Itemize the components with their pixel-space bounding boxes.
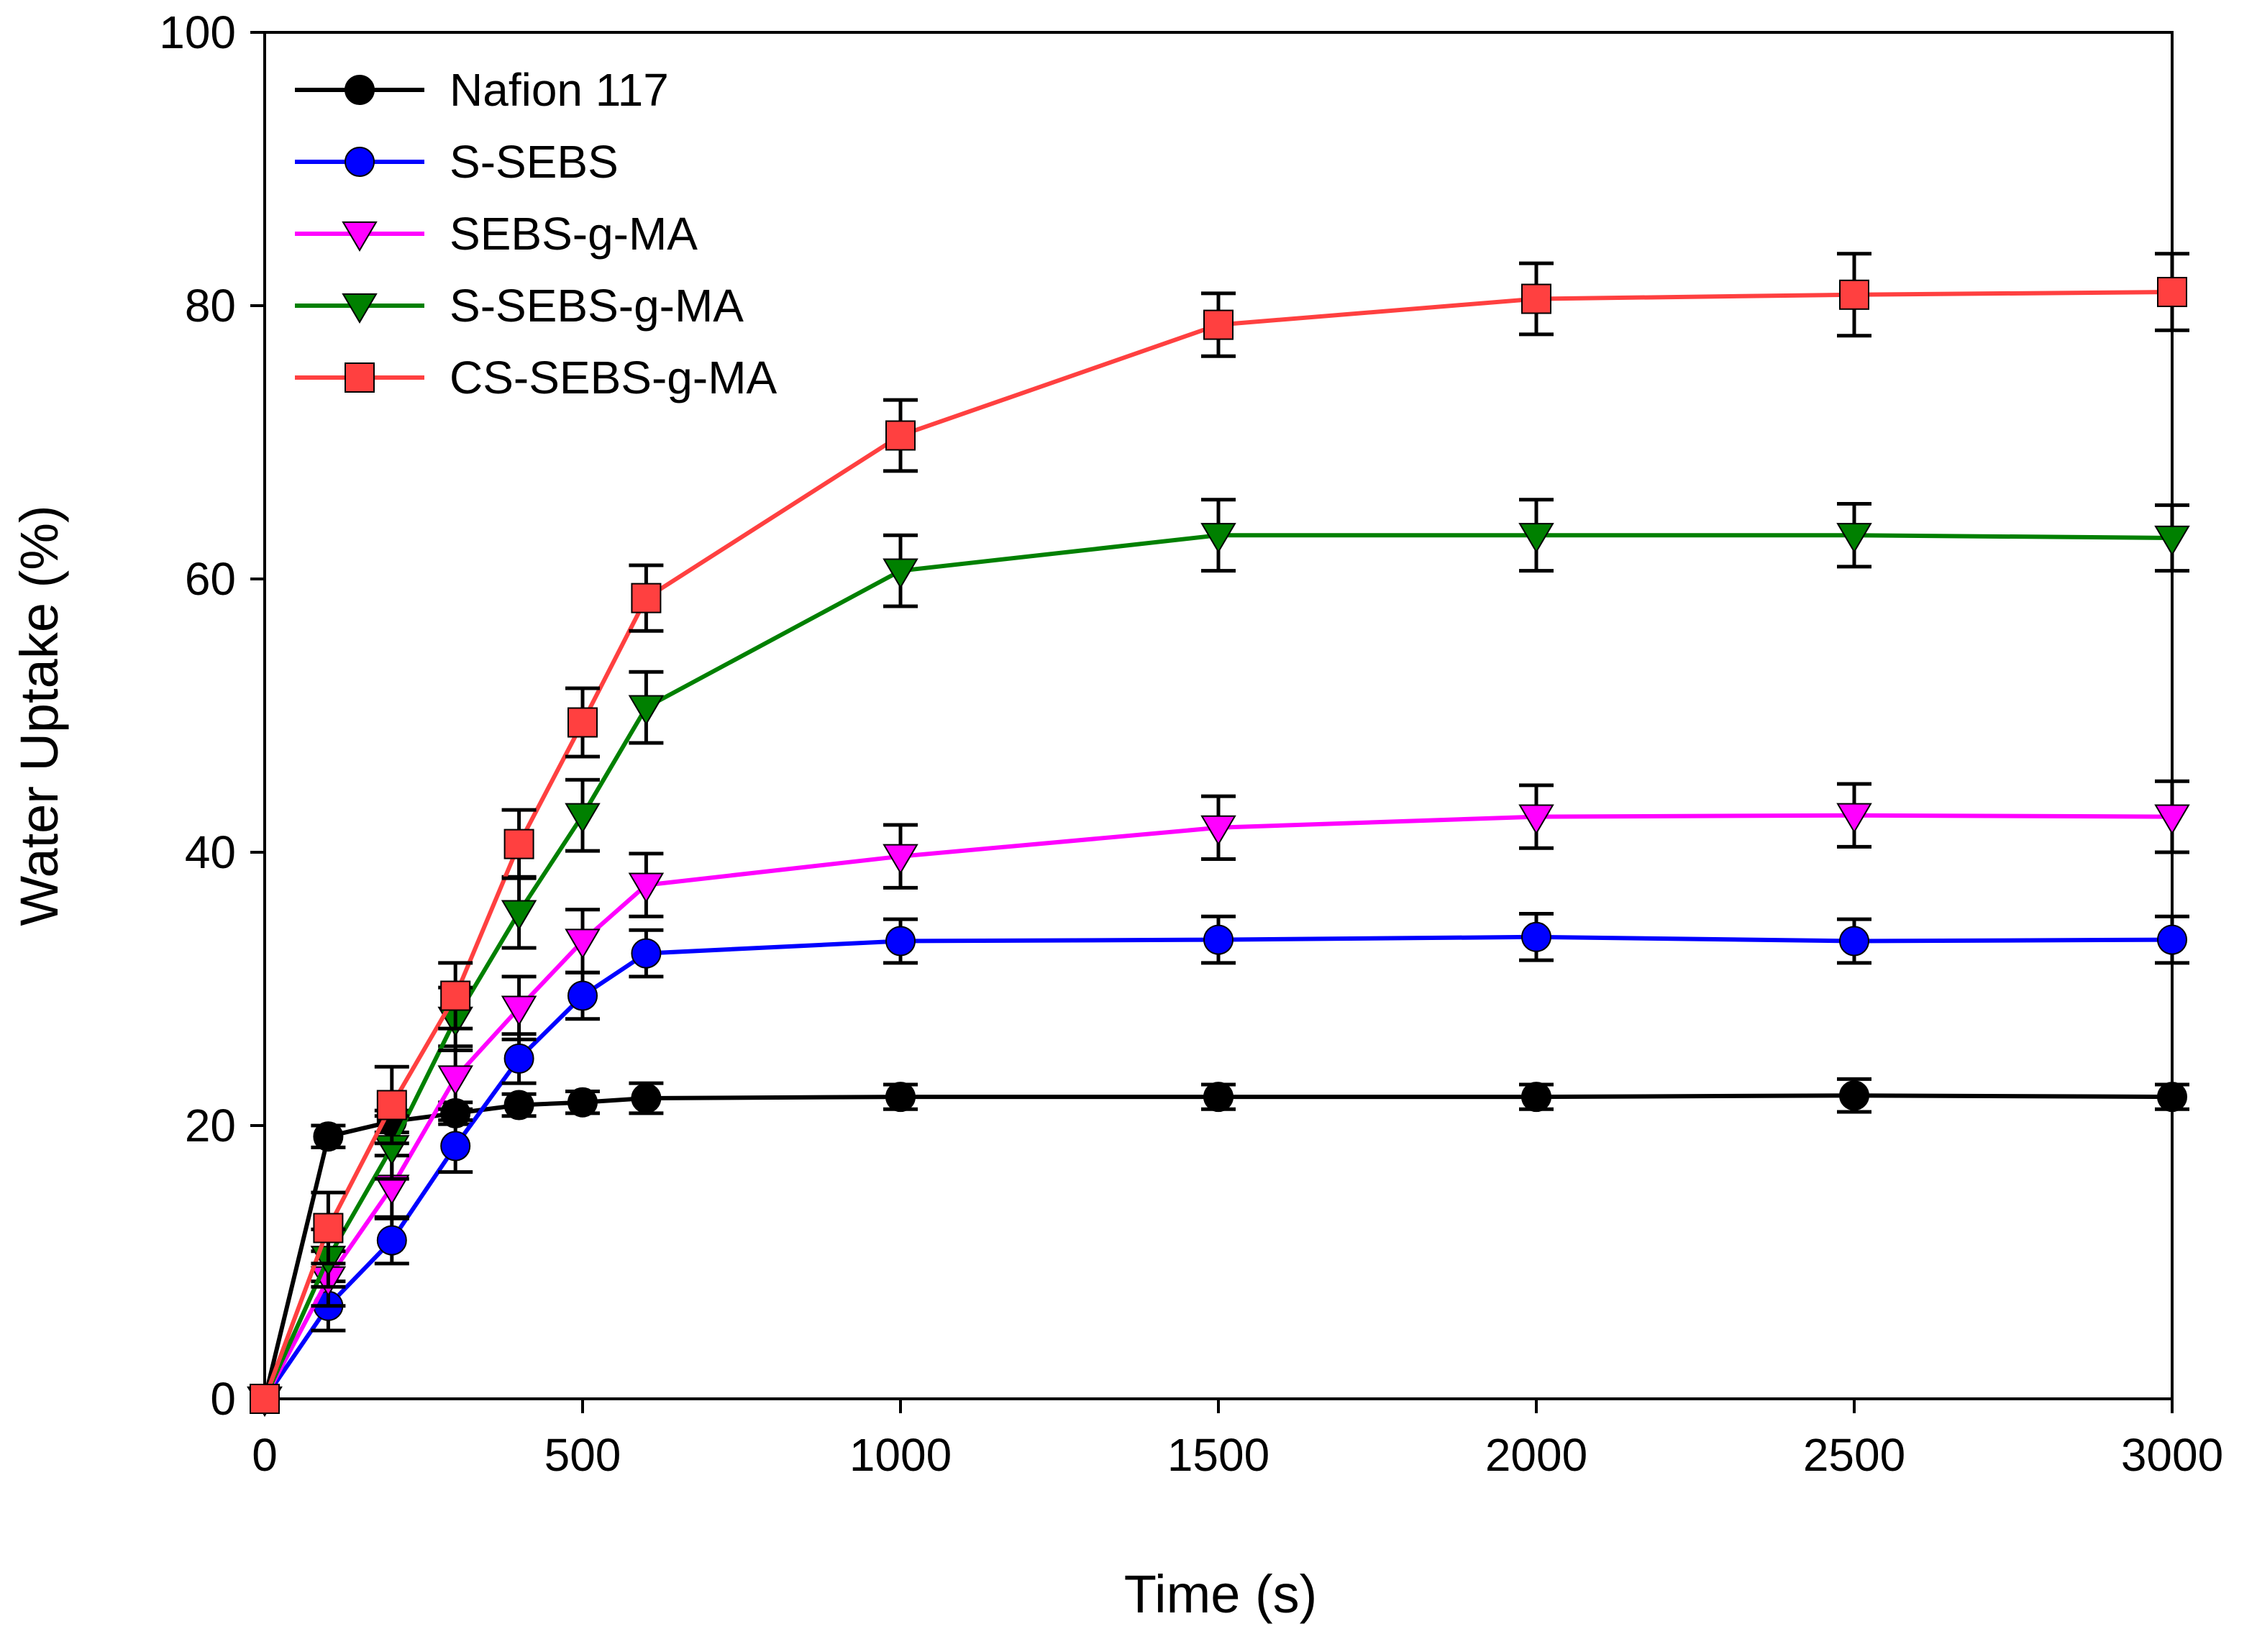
data-point-s-sebs — [440, 1131, 471, 1162]
data-point-s-sebs-g-ma — [2154, 525, 2190, 556]
data-point-cs-sebs-g-ma — [313, 1213, 344, 1243]
data-point-nafion-117 — [313, 1121, 344, 1152]
data-point-s-sebs-g-ma — [565, 803, 601, 834]
legend-marker-nafion-117 — [345, 75, 375, 105]
y-tick-label: 80 — [185, 280, 236, 332]
legend-marker-sebs-g-ma — [342, 221, 378, 252]
legend: Nafion 117 S-SEBS SEBS-g-MA S-SEBS-g-MA CS-S… — [295, 64, 778, 403]
data-point-s-sebs — [567, 980, 598, 1011]
data-point-s-sebs-g-ma — [501, 900, 537, 931]
data-point-s-sebs-g-ma — [628, 695, 665, 726]
data-point-s-sebs — [885, 926, 916, 957]
x-tick-label: 2000 — [1485, 1429, 1587, 1481]
data-point-nafion-117 — [503, 1090, 534, 1121]
data-point-sebs-g-ma — [501, 995, 537, 1026]
data-point-cs-sebs-g-ma — [2157, 277, 2187, 307]
x-tick-label: 3000 — [2121, 1429, 2223, 1481]
data-point-sebs-g-ma — [883, 844, 918, 875]
data-point-cs-sebs-g-ma — [1839, 279, 1869, 310]
data-point-sebs-g-ma — [1200, 815, 1236, 846]
data-point-sebs-g-ma — [565, 928, 601, 959]
legend-marker-s-sebs-g-ma — [342, 293, 378, 324]
data-point-cs-sebs-g-ma — [250, 1384, 280, 1414]
data-point-s-sebs — [376, 1225, 407, 1256]
data-point-cs-sebs-g-ma — [631, 583, 662, 613]
series-line-sebs-g-ma — [263, 813, 2173, 1400]
x-tick-label: 2500 — [1803, 1429, 1905, 1481]
data-point-nafion-117 — [885, 1082, 916, 1113]
legend-item-nafion-117: Nafion 117 — [295, 64, 669, 116]
data-point-s-sebs-g-ma — [883, 558, 918, 589]
legend-item-s-sebs-g-ma: S-SEBS-g-MA — [295, 280, 744, 332]
data-point-sebs-g-ma — [628, 872, 665, 903]
legend-item-sebs-g-ma: SEBS-g-MA — [295, 208, 698, 260]
data-point-sebs-g-ma — [2154, 804, 2190, 835]
x-tick-label: 0 — [252, 1429, 278, 1481]
axes: 0 500 1000 1500 2000 2500 3000 0 20 40 60 80 100 — [159, 6, 2223, 1481]
series-cs-sebs-g-ma — [250, 252, 2189, 1414]
data-point-nafion-117 — [631, 1083, 662, 1113]
data-point-cs-sebs-g-ma — [440, 980, 471, 1011]
data-point-cs-sebs-g-ma — [503, 829, 534, 859]
data-point-s-sebs — [1839, 926, 1869, 957]
x-tick-label: 1500 — [1167, 1429, 1269, 1481]
y-axis-title: Water Uptake (%) — [9, 505, 69, 926]
data-point-s-sebs — [631, 938, 662, 969]
y-tick-label: 60 — [185, 553, 236, 605]
data-point-sebs-g-ma — [1836, 803, 1872, 834]
data-point-s-sebs-g-ma — [1200, 523, 1236, 554]
legend-label-s-sebs-g-ma: S-SEBS-g-MA — [450, 280, 744, 332]
series-line-cs-sebs-g-ma — [263, 290, 2173, 1400]
legend-marker-cs-sebs-g-ma — [345, 362, 375, 393]
legend-label-s-sebs: S-SEBS — [450, 136, 619, 188]
series-layer — [247, 252, 2190, 1417]
data-point-cs-sebs-g-ma — [885, 420, 916, 451]
data-point-sebs-g-ma — [1518, 804, 1554, 835]
data-point-cs-sebs-g-ma — [567, 707, 598, 738]
data-point-s-sebs — [1203, 924, 1234, 955]
data-point-s-sebs-g-ma — [1836, 523, 1872, 554]
x-tick-label: 1000 — [849, 1429, 952, 1481]
data-point-cs-sebs-g-ma — [1521, 283, 1551, 314]
legend-label-cs-sebs-g-ma: CS-SEBS-g-MA — [450, 352, 778, 403]
series-line-s-sebs-g-ma — [263, 533, 2173, 1400]
y-tick-label: 40 — [185, 826, 236, 878]
data-point-sebs-g-ma — [437, 1065, 473, 1096]
data-point-nafion-117 — [1203, 1082, 1234, 1113]
legend-label-sebs-g-ma: SEBS-g-MA — [450, 208, 698, 260]
data-point-s-sebs — [2157, 924, 2187, 955]
data-point-cs-sebs-g-ma — [1203, 309, 1234, 340]
data-point-s-sebs — [503, 1043, 534, 1074]
y-tick-label: 100 — [159, 6, 236, 58]
x-tick-label: 500 — [544, 1429, 621, 1481]
data-point-s-sebs-g-ma — [1518, 523, 1554, 554]
y-tick-label: 20 — [185, 1100, 236, 1151]
legend-marker-s-sebs — [345, 147, 375, 177]
x-axis-title: Time (s) — [1124, 1564, 1318, 1624]
data-point-nafion-117 — [1521, 1082, 1551, 1113]
series-line-s-sebs — [263, 934, 2173, 1400]
legend-item-cs-sebs-g-ma: CS-SEBS-g-MA — [295, 352, 778, 403]
legend-label-nafion-117: Nafion 117 — [450, 64, 669, 116]
legend-item-s-sebs: S-SEBS — [295, 136, 619, 188]
data-point-nafion-117 — [567, 1087, 598, 1118]
data-point-cs-sebs-g-ma — [376, 1090, 407, 1121]
y-tick-label: 0 — [210, 1373, 236, 1425]
data-point-s-sebs — [1521, 921, 1551, 952]
data-point-nafion-117 — [2157, 1082, 2187, 1113]
data-point-nafion-117 — [1839, 1080, 1869, 1111]
